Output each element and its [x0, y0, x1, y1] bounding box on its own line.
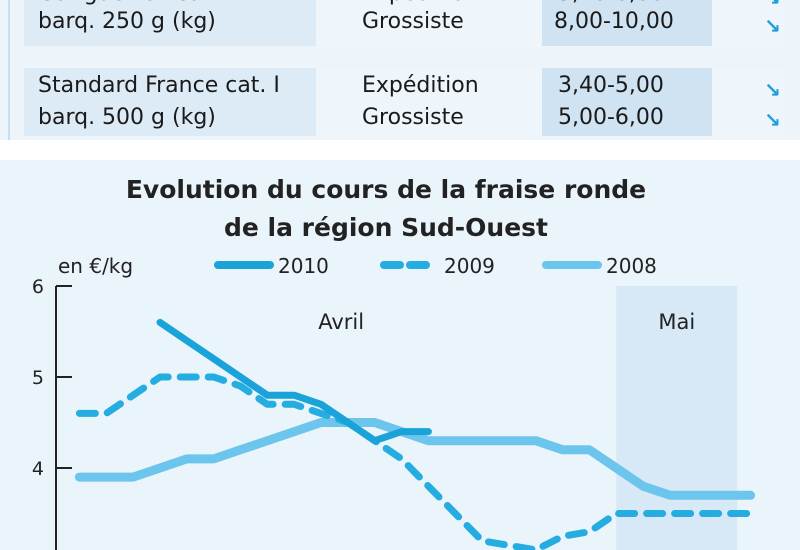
down-right-arrow-icon: ↘ [764, 0, 781, 10]
price-range: 8,00-10,00 [554, 9, 674, 34]
series-line-2010 [156, 318, 432, 445]
y-tick-label: 6 [32, 276, 44, 298]
month-label: Mai [658, 310, 695, 334]
trend-band [712, 68, 786, 136]
down-right-arrow-icon: ↘ [764, 14, 781, 38]
down-right-arrow-icon: ↘ [764, 108, 781, 132]
y-tick-label: 5 [32, 367, 44, 389]
legend-label: 2009 [444, 254, 495, 278]
chart-legend: 2010 2009 2008 [214, 254, 657, 278]
price-range: 3,40-5,00 [558, 73, 664, 98]
legend-label: 2010 [278, 254, 329, 278]
month-label: Avril [318, 310, 364, 334]
legend-label: 2008 [606, 254, 657, 278]
stage-label: Grossiste [362, 9, 464, 34]
plot-area: AvrilMai6543 [32, 276, 756, 550]
stage-band [316, 0, 542, 46]
price-band [542, 68, 712, 136]
down-right-arrow-icon: ↘ [764, 78, 781, 102]
price-table: Gariguette I cat. I barq. 250 g (kg) Exp… [0, 0, 800, 140]
table-left-rule [8, 0, 10, 140]
stage-band [316, 68, 542, 136]
price-band [542, 0, 712, 46]
product-packaging: barq. 500 g (kg) [38, 105, 216, 130]
product-name: Gariguette I cat. I [38, 0, 231, 10]
price-chart: Evolution du cours de la fraise ronde de… [0, 160, 800, 550]
price-range: 5,00-6,00 [558, 105, 664, 130]
chart-title: de la région Sud-Ouest [224, 213, 548, 242]
series-line-2009 [75, 373, 755, 550]
product-name: Standard France cat. I [38, 73, 280, 98]
stage-label: Expédition [362, 73, 479, 98]
product-packaging: barq. 250 g (kg) [38, 9, 216, 34]
table-row: Gariguette I cat. I barq. 250 g (kg) Exp… [24, 0, 786, 46]
y-axis-unit: en €/kg [58, 254, 133, 278]
y-tick-label: 4 [32, 458, 44, 480]
stage-label: Grossiste [362, 105, 464, 130]
chart-svg: Evolution du cours de la fraise ronde de… [32, 175, 756, 550]
product-band [24, 0, 316, 46]
series-line-2008 [74, 418, 756, 500]
product-band [24, 68, 316, 136]
chart-title: Evolution du cours de la fraise ronde [126, 175, 646, 204]
month-region [616, 286, 738, 550]
table-row: Standard France cat. I barq. 500 g (kg) … [24, 68, 786, 136]
trend-band [712, 0, 786, 46]
stage-label: Expédition [362, 0, 479, 10]
price-range: 5,40-6,00 [558, 0, 664, 10]
